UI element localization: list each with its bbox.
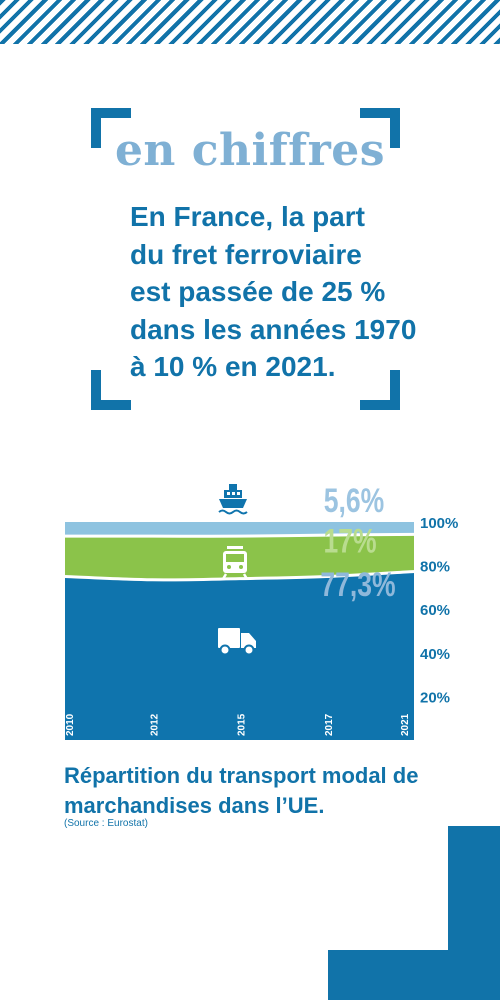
modal-share-chart: 20% 40% 60% 80% 100% 2010 2012 2015 2017 2021 77,3… (64, 482, 458, 740)
series-value-label: 17% (323, 522, 376, 560)
y-tick-label: 40% (420, 646, 450, 663)
chart-source: (Source : Eurostat) (64, 818, 148, 829)
y-tick-label: 100% (420, 515, 458, 532)
decorative-stripes (0, 0, 500, 44)
bracket-top-left (91, 108, 131, 148)
bracket-top-right (360, 108, 400, 148)
bracket-bottom-left (91, 370, 131, 410)
decorative-corner-block (328, 950, 500, 1000)
x-tick-label: 2015 (237, 713, 248, 736)
series-value-label: 77,3% (320, 566, 395, 604)
headline-line: est passée de 25 % (130, 276, 386, 307)
headline-line: En France, la part (130, 201, 365, 232)
x-tick-label: 2021 (400, 713, 411, 736)
headline-line: à 10 % en 2021. (130, 351, 336, 382)
headline-line: dans les années 1970 (130, 313, 417, 345)
ship-icon (218, 484, 248, 515)
truck-icon (218, 628, 256, 656)
area-road (65, 571, 414, 740)
series-separator (65, 532, 415, 538)
y-tick-label: 60% (420, 602, 450, 619)
area-water (65, 522, 414, 537)
bracket-bottom-right (360, 370, 400, 410)
series-separator (64, 569, 415, 582)
x-tick-label: 2017 (324, 713, 335, 736)
section-title: en chiffres (114, 125, 386, 176)
y-tick-label: 20% (420, 689, 450, 706)
series-value-label: 5,6% (324, 482, 384, 520)
train-icon (221, 546, 249, 580)
y-tick-label: 80% (420, 559, 450, 576)
headline-line: du fret ferroviaire (130, 238, 362, 270)
x-tick-label: 2010 (65, 713, 76, 736)
x-tick-label: 2012 (149, 713, 160, 736)
headline: En France, la part du fret ferroviaire e… (130, 198, 460, 386)
chart-caption: Répartition du transport modal de marcha… (64, 763, 419, 818)
